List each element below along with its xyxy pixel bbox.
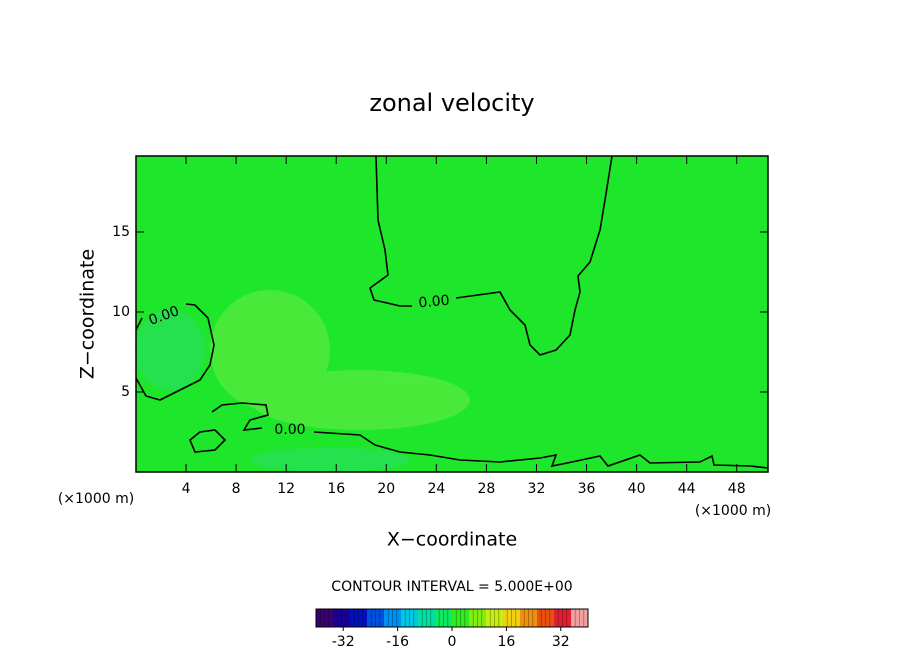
colorbar-cell <box>537 609 554 627</box>
contour-line <box>135 303 215 401</box>
chart-title: zonal velocity <box>369 89 534 117</box>
colorbar-tick-label: -32 <box>332 634 355 650</box>
colorbar-cell <box>452 609 469 627</box>
colorbar-cell <box>384 609 401 627</box>
shade <box>250 370 470 430</box>
field-shading <box>135 290 470 472</box>
colorbar-tick-label: 0 <box>448 634 457 650</box>
x-unit-label: (×1000 m) <box>695 503 771 519</box>
x-tick-label: 44 <box>678 481 696 497</box>
x-tick-label: 48 <box>728 481 746 497</box>
y-tick-label: 5 <box>121 384 130 400</box>
colorbar-cell <box>350 609 367 627</box>
colorbar-cell <box>316 609 333 627</box>
y-unit-label: (×1000 m) <box>58 491 134 507</box>
colorbar-cell <box>520 609 537 627</box>
x-tick-label: 12 <box>277 481 295 497</box>
x-axis-label: X−coordinate <box>387 529 517 551</box>
shade <box>210 290 330 410</box>
x-tick-label: 16 <box>327 481 345 497</box>
shade <box>250 448 410 472</box>
shade <box>135 310 205 390</box>
y-axis-label: Z−coordinate <box>77 249 99 379</box>
contours <box>135 155 769 469</box>
x-tick-label: 32 <box>528 481 546 497</box>
contour-line <box>369 155 613 356</box>
colorbar-cell <box>333 609 350 627</box>
contour-interval: CONTOUR INTERVAL = 5.000E+00 <box>331 579 572 595</box>
colorbar-tick-label: 32 <box>552 634 570 650</box>
contour-label: 0.00 <box>418 293 450 312</box>
colorbar-cell <box>571 609 588 627</box>
contour-line <box>189 429 227 453</box>
colorbar-cell <box>469 609 486 627</box>
x-tick-label: 20 <box>377 481 395 497</box>
x-tick-label: 28 <box>478 481 496 497</box>
colorbar-cell <box>503 609 520 627</box>
field <box>136 156 768 472</box>
x-tick-label: 40 <box>628 481 646 497</box>
colorbar-cell <box>367 609 384 627</box>
colorbar-cell <box>554 609 571 627</box>
colorbar-cell <box>435 609 452 627</box>
x-tick-label: 36 <box>578 481 596 497</box>
x-tick-label: 4 <box>182 481 191 497</box>
plot-frame <box>135 155 769 473</box>
x-tick-label: 24 <box>427 481 445 497</box>
x-tick-label: 8 <box>232 481 241 497</box>
y-tick-label: 10 <box>112 304 130 320</box>
y-tick-label: 15 <box>112 224 130 240</box>
colorbar-cell <box>401 609 418 627</box>
contour-line <box>211 402 769 469</box>
colorbar-cell <box>418 609 435 627</box>
colorbar-tick-label: 16 <box>497 634 515 650</box>
colorbar-tick-label: -16 <box>386 634 409 650</box>
contour-label: 0.00 <box>274 422 305 438</box>
colorbar-cell <box>486 609 503 627</box>
